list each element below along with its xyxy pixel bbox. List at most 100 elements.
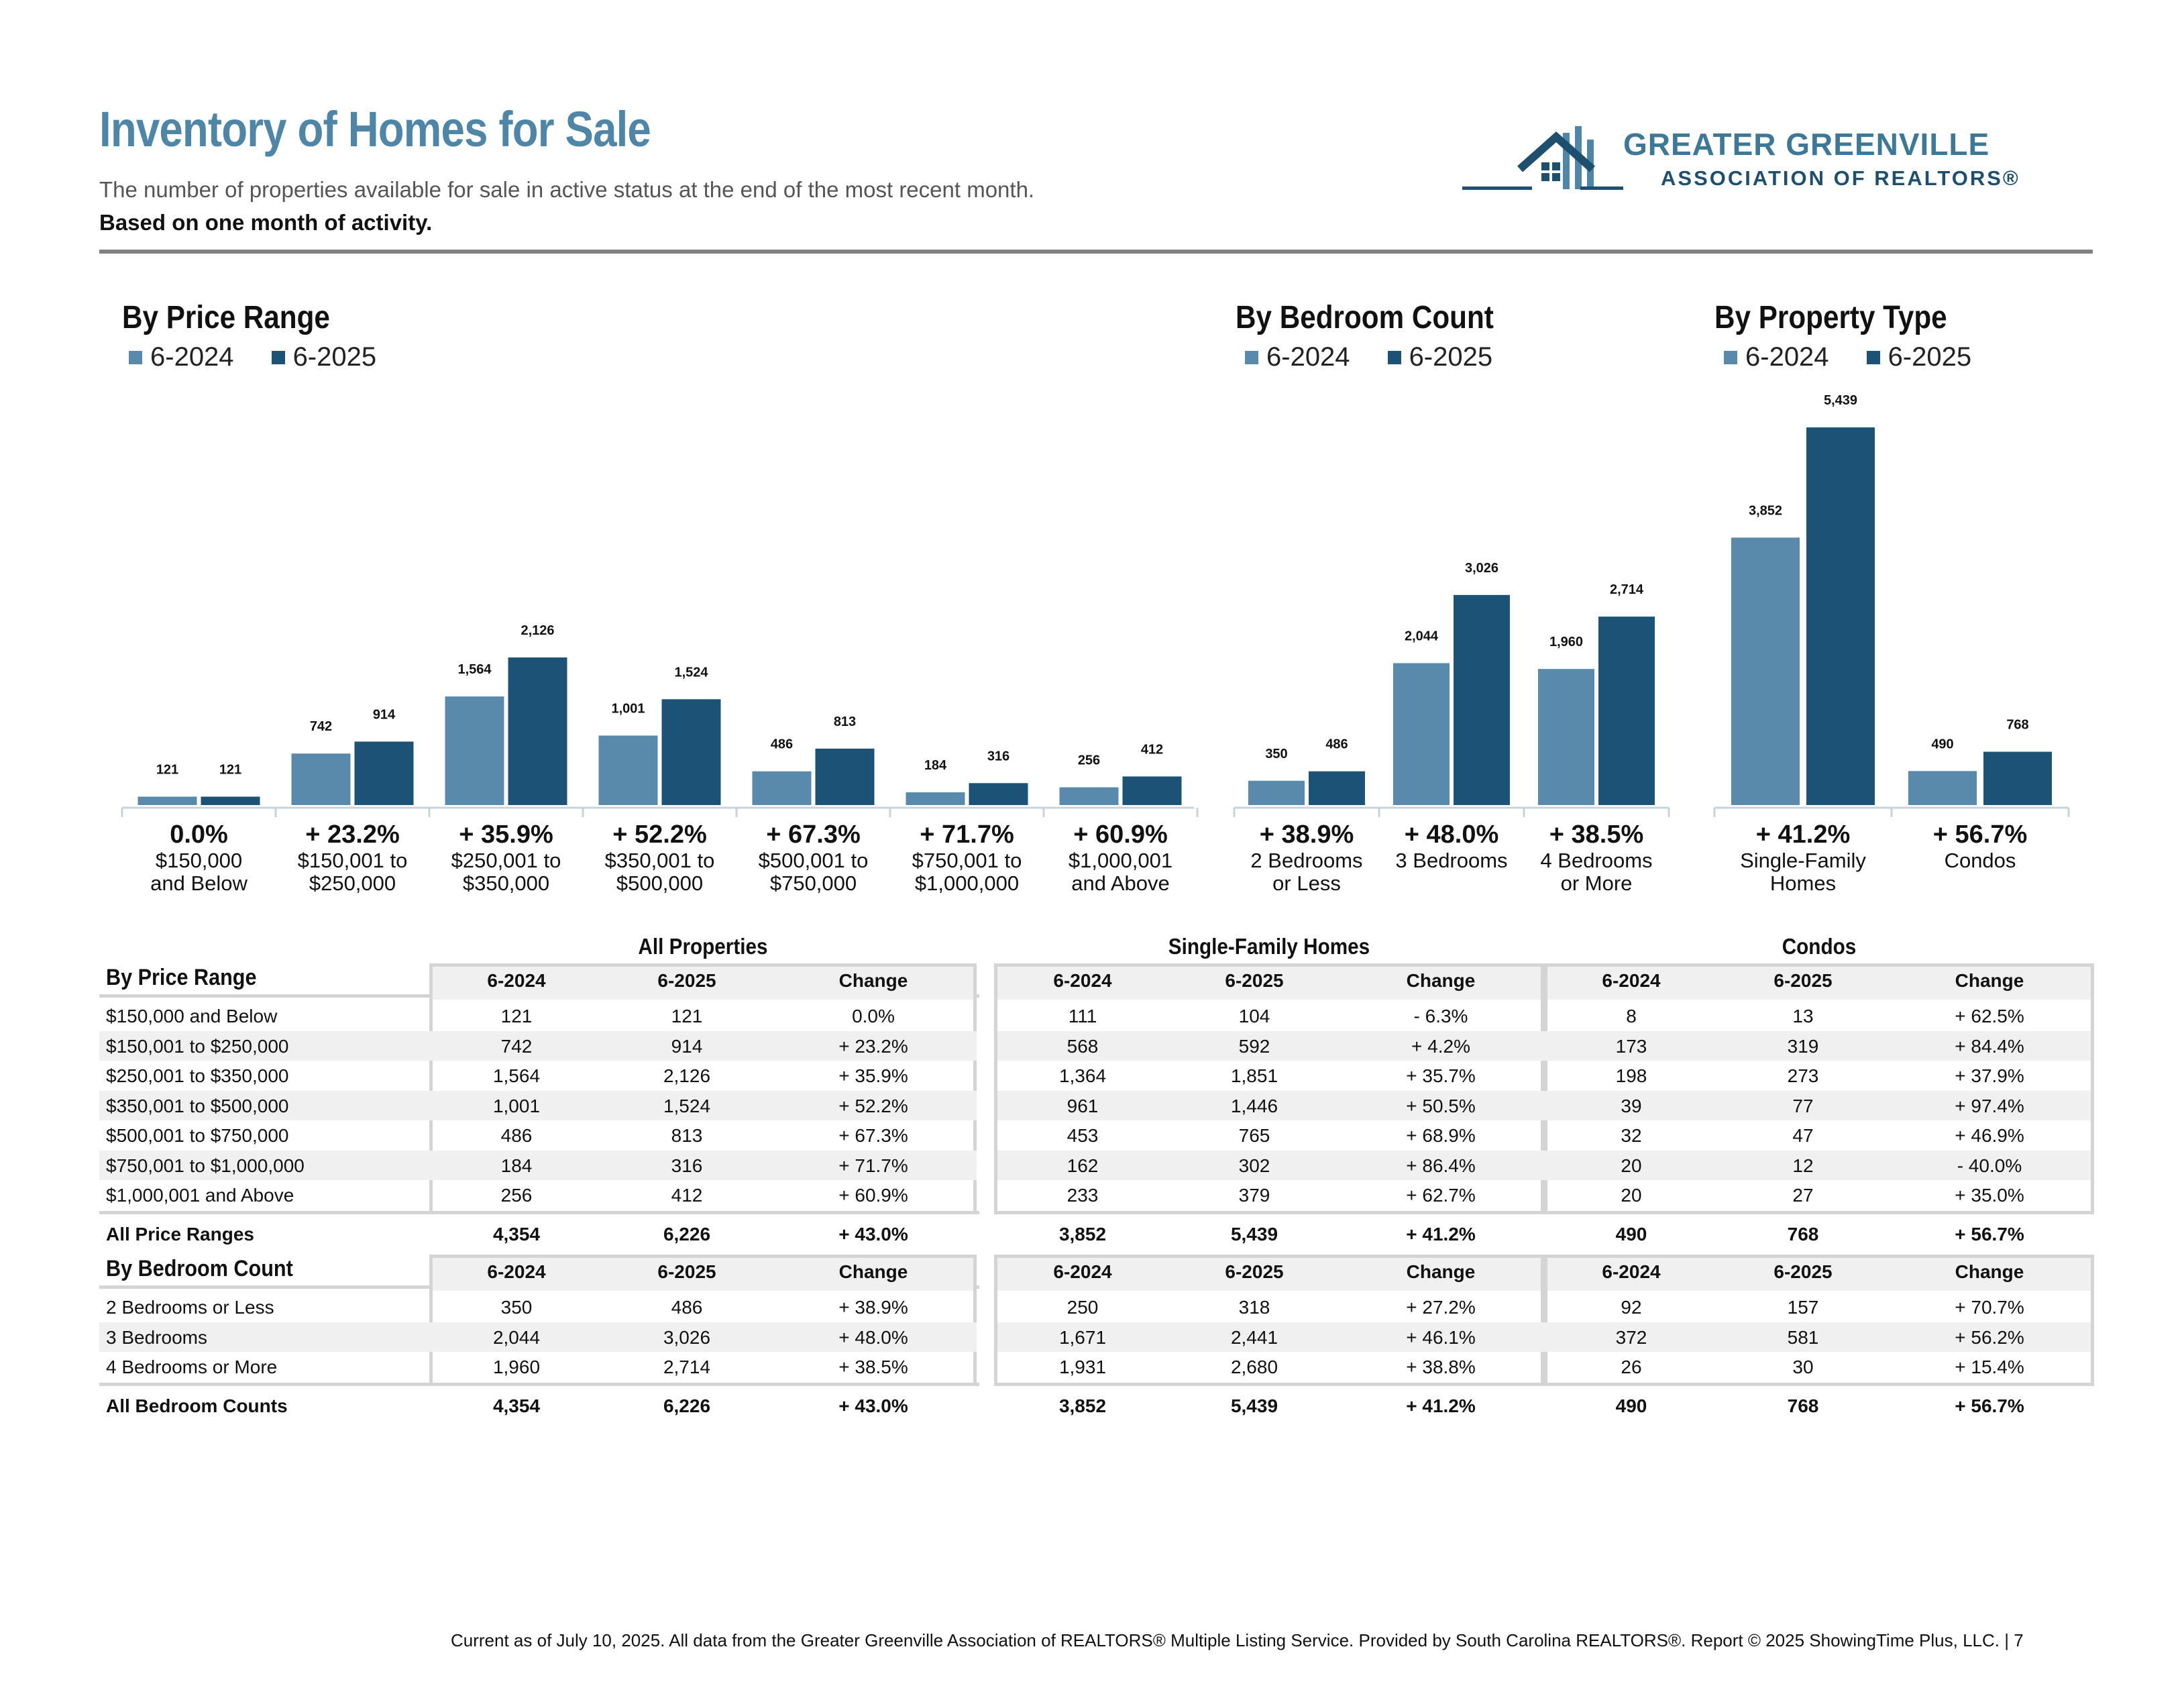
table-cell: 1,564 [492,1065,541,1086]
category-label: $750,001 to [912,849,1022,872]
table-cell: 3,026 [663,1326,711,1348]
table-cell: + 23.2% [838,1035,908,1057]
table-cell: 32 [1621,1125,1642,1146]
table-section-heading: By Price Range [106,965,257,990]
table-cell: 1,001 [492,1095,541,1116]
bar-6-2025 [354,741,414,805]
column-header: 6-2025 [1225,970,1284,991]
table-cell: 0.0% [852,1006,895,1026]
bar-6-2024 [906,792,965,805]
table-cell: + 56.2% [1955,1326,2024,1348]
total-cell: 5,439 [1230,1223,1278,1245]
legend-label: 6-2024 [150,342,234,372]
legend-swatch-2025 [1387,350,1401,364]
legend-item-2024: 6-2024 [1245,342,1350,372]
data-label: 5,439 [1824,393,1857,408]
legend-label: 6-2025 [1409,342,1493,372]
table-cell: + 48.0% [838,1326,908,1348]
data-label: 3,026 [1465,561,1498,576]
table-cell: 2,044 [492,1326,541,1348]
bar-6-2025 [1983,751,2052,805]
column-header: 6-2024 [1053,970,1112,991]
change-label: + 60.9% [1073,820,1168,849]
table-cell: + 35.9% [838,1065,908,1086]
table-cell: 104 [1238,1006,1270,1026]
column-header: 6-2024 [487,970,546,991]
data-label: 1,001 [611,701,645,716]
table-group-title: All Properties [638,934,768,959]
total-row-label: All Price Ranges [106,1223,254,1245]
category-label: or More [1561,871,1633,895]
table-cell: 1,960 [492,1357,541,1377]
total-cell: 768 [1787,1223,1819,1245]
table-header-band [429,963,977,1000]
table-header-band [429,1255,977,1291]
row-stripe [99,1030,977,1061]
bar-6-2025 [508,657,567,805]
table-cell: + 37.9% [1955,1065,2024,1086]
change-label: + 52.2% [612,820,707,849]
bar-6-2024 [1908,771,1977,805]
category-label: $150,000 [156,849,242,872]
table-cell: 379 [1238,1185,1270,1206]
data-label: 2,714 [1610,582,1644,597]
table-cell: 372 [1615,1326,1647,1348]
property-chart-title: By Property Type [1714,300,1947,335]
price-chart-title: By Price Range [122,300,330,335]
data-label: 914 [373,707,396,722]
column-header: 6-2025 [657,970,716,991]
total-cell: 490 [1615,1223,1647,1245]
bar-6-2025 [1122,776,1182,805]
table-cell: + 68.9% [1406,1125,1476,1146]
table-group-frame [994,963,1544,1214]
total-cell: 490 [1615,1395,1647,1416]
table-cell: + 70.7% [1955,1297,2024,1318]
category-label: $150,001 to [298,849,408,872]
data-label: 2,126 [521,623,554,638]
table-cell: + 35.7% [1406,1065,1476,1086]
table-section-heading: By Bedroom Count [106,1256,293,1281]
table-cell: + 35.0% [1955,1185,2024,1206]
total-cell: + 56.7% [1955,1395,2024,1416]
table-cell: + 46.1% [1406,1326,1476,1348]
row-label: $750,001 to $1,000,000 [106,1155,305,1176]
total-cell: + 41.2% [1406,1223,1476,1245]
table-cell: + 15.4% [1955,1357,2024,1377]
category-label: Homes [1770,871,1836,895]
category-label: $500,000 [616,871,703,895]
bar-6-2024 [1059,787,1119,805]
data-label: 768 [2006,718,2028,733]
table-cell: + 62.5% [1955,1006,2024,1026]
row-label: $150,000 and Below [106,1006,278,1026]
table-cell: + 84.4% [1955,1035,2024,1057]
table-cell: 13 [1792,1006,1814,1026]
table-group-frame [429,963,977,1214]
bar-6-2025 [1309,771,1365,805]
data-label: 256 [1078,753,1100,768]
bar-6-2025 [201,796,260,805]
total-cell: 6,226 [663,1223,711,1245]
property-chart-legend: 6-2024 6-2025 [1724,342,1971,372]
table-cell: 1,851 [1230,1065,1278,1086]
table-cell: 250 [1067,1297,1099,1318]
column-header: 6-2025 [657,1261,716,1282]
column-header: Change [1406,1261,1476,1282]
bedroom-chart-legend: 6-2024 6-2025 [1245,342,1492,372]
table-cell: 2,714 [663,1357,711,1377]
data-label: 742 [310,719,332,734]
table-cell: 184 [500,1155,533,1176]
row-stripe [997,1322,2091,1352]
row-stripe [99,1150,977,1180]
row-label: $250,001 to $350,000 [106,1065,289,1086]
category-label: and Below [150,871,248,895]
table-cell: 1,446 [1230,1095,1278,1116]
bar-6-2024 [291,753,351,805]
table-group-title: Single-Family Homes [1168,934,1370,959]
table-cell: 453 [1067,1125,1099,1146]
total-cell: 3,852 [1058,1395,1107,1416]
table-cell: 2,126 [663,1065,711,1086]
category-label: 2 Bedrooms [1250,849,1362,872]
total-cell: + 56.7% [1955,1223,2024,1245]
data-label: 486 [771,737,793,752]
row-stripe [99,1322,977,1352]
